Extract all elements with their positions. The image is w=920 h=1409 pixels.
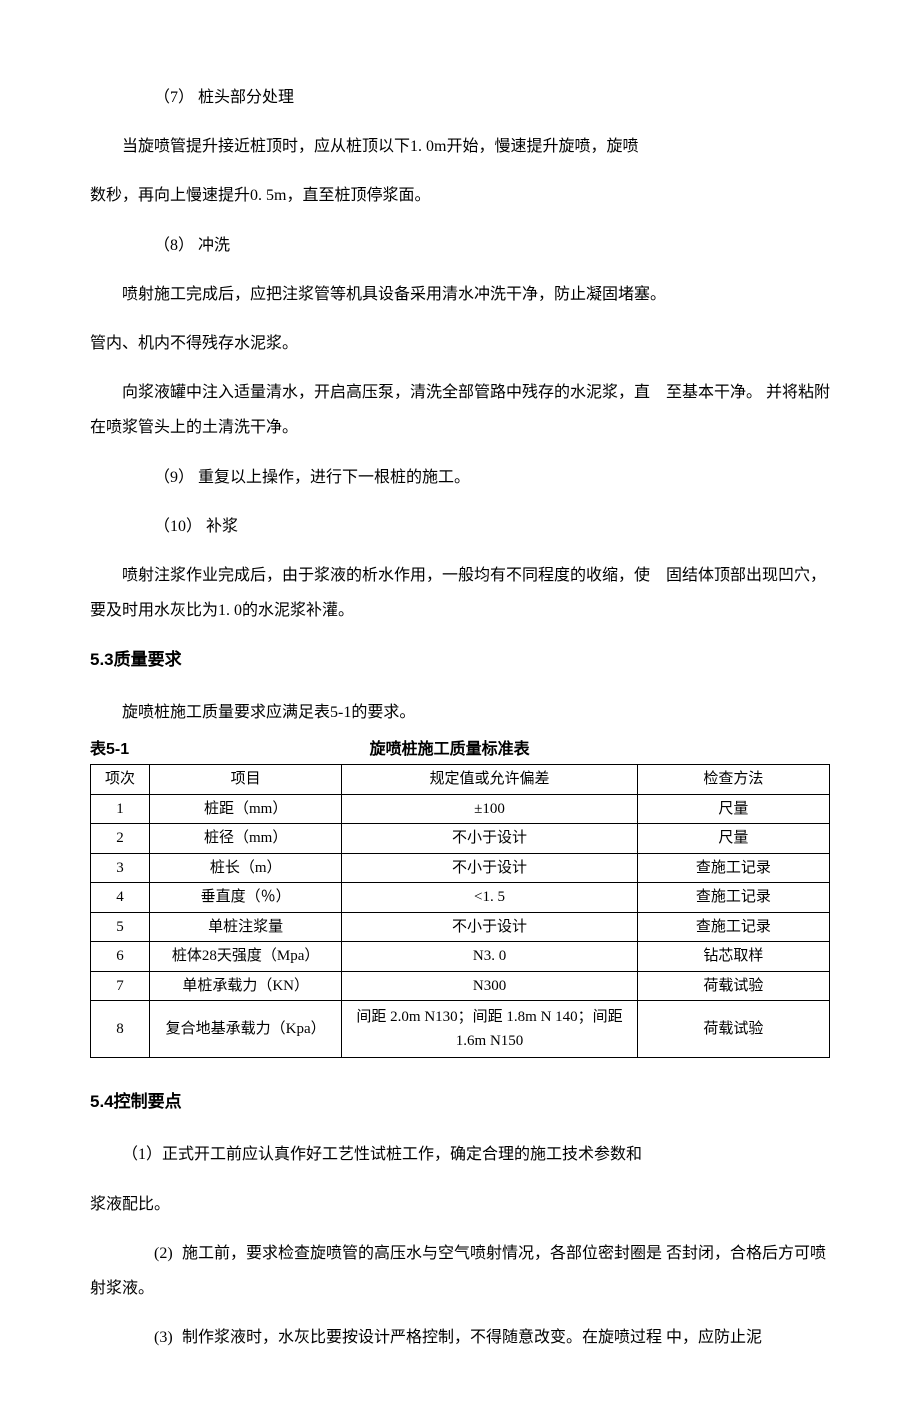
table-title: 旋喷桩施工质量标准表 bbox=[69, 737, 830, 763]
ctrl-2-text: 施工前，要求检查旋喷管的高压水与空气喷射情况，各部位密封圈是 否封闭，合格后方可… bbox=[90, 1245, 826, 1297]
table-row: 6桩体28天强度（Mpa）N3. 0钻芯取样 bbox=[91, 942, 830, 972]
item-9-text: 重复以上操作，进行下一根桩的施工。 bbox=[198, 469, 470, 486]
para-10-1: 喷射注浆作业完成后，由于浆液的析水作用，一般均有不同程度的收缩，使 固结体顶部出… bbox=[90, 558, 830, 628]
table-cell: 1 bbox=[91, 794, 150, 824]
para-8-2: 管内、机内不得残存水泥浆。 bbox=[90, 326, 830, 361]
table-cell: N300 bbox=[342, 971, 638, 1001]
table-cell: ±100 bbox=[342, 794, 638, 824]
table-cell: 钻芯取样 bbox=[637, 942, 829, 972]
table-cell: 2 bbox=[91, 824, 150, 854]
table-row: 1桩距（mm）±100尺量 bbox=[91, 794, 830, 824]
table-cell: 单桩承载力（KN） bbox=[150, 971, 342, 1001]
table-cell: 垂直度（％） bbox=[150, 883, 342, 913]
item-8-text: 冲洗 bbox=[198, 237, 230, 254]
table-intro: 旋喷桩施工质量要求应满足表5-1的要求。 bbox=[90, 695, 830, 730]
table-cell: 荷载试验 bbox=[637, 971, 829, 1001]
quality-standards-table: 项次 项目 规定值或允许偏差 检查方法 1桩距（mm）±100尺量2桩径（mm）… bbox=[90, 764, 830, 1058]
para-8-1: 喷射施工完成后，应把注浆管等机具设备采用清水冲洗干净，防止凝固堵塞。 bbox=[90, 277, 830, 312]
table-row: 5单桩注浆量不小于设计查施工记录 bbox=[91, 912, 830, 942]
item-10-label: （10） bbox=[122, 509, 202, 544]
th-index: 项次 bbox=[91, 765, 150, 795]
table-cell: 荷载试验 bbox=[637, 1001, 829, 1058]
table-cell: 复合地基承载力（Kpa） bbox=[150, 1001, 342, 1058]
table-cell: 查施工记录 bbox=[637, 883, 829, 913]
ctrl-2-label: (2) bbox=[122, 1236, 178, 1271]
th-method: 检查方法 bbox=[637, 765, 829, 795]
item-10-title: （10） 补浆 bbox=[90, 509, 830, 544]
table-row: 7单桩承载力（KN）N300荷载试验 bbox=[91, 971, 830, 1001]
table-cell: 不小于设计 bbox=[342, 824, 638, 854]
table-cell: 桩径（mm） bbox=[150, 824, 342, 854]
heading-5-4: 5.4控制要点 bbox=[90, 1088, 830, 1115]
table-cell: 间距 2.0m N130；间距 1.8m N 140；间距 1.6m N150 bbox=[342, 1001, 638, 1058]
table-cell: N3. 0 bbox=[342, 942, 638, 972]
table-caption-row: 表5-1 旋喷桩施工质量标准表 bbox=[90, 737, 830, 763]
item-8-title: （8） 冲洗 bbox=[90, 228, 830, 263]
th-item: 项目 bbox=[150, 765, 342, 795]
table-cell: 桩距（mm） bbox=[150, 794, 342, 824]
para-7-2: 数秒，再向上慢速提升0. 5m，直至桩顶停浆面。 bbox=[90, 178, 830, 213]
table-cell: 尺量 bbox=[637, 794, 829, 824]
ctrl-point-1: （1）正式开工前应认真作好工艺性试桩工作，确定合理的施工技术参数和 bbox=[90, 1137, 830, 1172]
table-cell: <1. 5 bbox=[342, 883, 638, 913]
table-cell: 7 bbox=[91, 971, 150, 1001]
table-cell: 8 bbox=[91, 1001, 150, 1058]
ctrl-3-label: (3) bbox=[122, 1320, 178, 1355]
ctrl-point-2: (2) 施工前，要求检查旋喷管的高压水与空气喷射情况，各部位密封圈是 否封闭，合… bbox=[90, 1236, 830, 1306]
ctrl-3-text: 制作浆液时，水灰比要按设计严格控制，不得随意改变。在旋喷过程 中，应防止泥 bbox=[182, 1329, 762, 1346]
table-cell: 桩长（m） bbox=[150, 853, 342, 883]
table-cell: 不小于设计 bbox=[342, 912, 638, 942]
table-cell: 5 bbox=[91, 912, 150, 942]
table-cell: 3 bbox=[91, 853, 150, 883]
table-cell: 4 bbox=[91, 883, 150, 913]
heading-5-3: 5.3质量要求 bbox=[90, 646, 830, 673]
table-cell: 桩体28天强度（Mpa） bbox=[150, 942, 342, 972]
item-7-label: （7） bbox=[122, 80, 194, 115]
ctrl-point-1-cont: 浆液配比。 bbox=[90, 1187, 830, 1222]
table-row: 2桩径（mm）不小于设计尺量 bbox=[91, 824, 830, 854]
table-cell: 尺量 bbox=[637, 824, 829, 854]
item-7-text: 桩头部分处理 bbox=[198, 89, 294, 106]
para-8-3: 向浆液罐中注入适量清水，开启高压泵，清洗全部管路中残存的水泥浆，直 至基本干净。… bbox=[90, 375, 830, 445]
item-7-title: （7） 桩头部分处理 bbox=[90, 80, 830, 115]
para-7-1: 当旋喷管提升接近桩顶时，应从桩顶以下1. 0m开始，慢速提升旋喷，旋喷 bbox=[90, 129, 830, 164]
item-9-label: （9） bbox=[122, 460, 194, 495]
ctrl-point-3: (3) 制作浆液时，水灰比要按设计严格控制，不得随意改变。在旋喷过程 中，应防止… bbox=[90, 1320, 830, 1355]
table-cell: 不小于设计 bbox=[342, 853, 638, 883]
table-row: 4垂直度（％）<1. 5查施工记录 bbox=[91, 883, 830, 913]
table-cell: 查施工记录 bbox=[637, 912, 829, 942]
table-cell: 查施工记录 bbox=[637, 853, 829, 883]
item-8-label: （8） bbox=[122, 228, 194, 263]
table-cell: 单桩注浆量 bbox=[150, 912, 342, 942]
table-row: 8复合地基承载力（Kpa）间距 2.0m N130；间距 1.8m N 140；… bbox=[91, 1001, 830, 1058]
table-cell: 6 bbox=[91, 942, 150, 972]
item-10-text: 补浆 bbox=[206, 518, 238, 535]
th-spec: 规定值或允许偏差 bbox=[342, 765, 638, 795]
table-header-row: 项次 项目 规定值或允许偏差 检查方法 bbox=[91, 765, 830, 795]
table-row: 3桩长（m）不小于设计查施工记录 bbox=[91, 853, 830, 883]
item-9-title: （9） 重复以上操作，进行下一根桩的施工。 bbox=[90, 460, 830, 495]
